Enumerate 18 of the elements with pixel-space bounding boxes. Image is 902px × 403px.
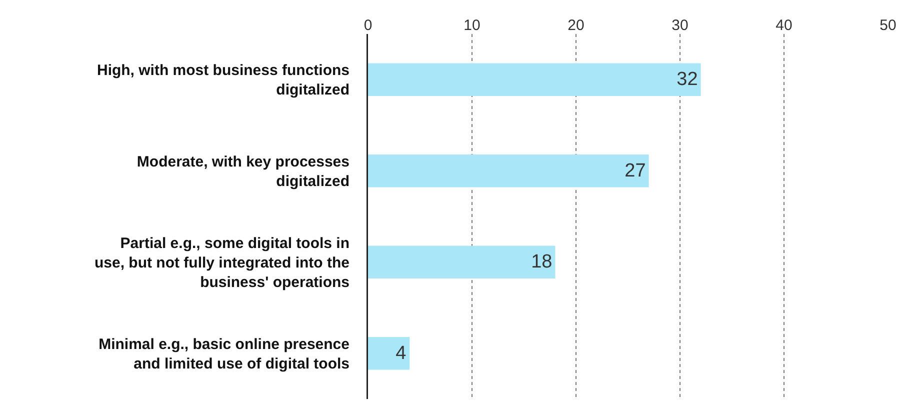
y-tick-label: High, with most business functions digitalized [96,62,350,99]
data-label: 18 [531,252,552,273]
data-label: 32 [676,69,698,90]
data-label: 4 [396,342,407,364]
y-tick-label: Partial e.g., some digital tools in use, but not fully integrated into the business' operations [94,234,350,291]
bar [368,63,701,96]
y-tick-label: Minimal e.g., basic online presence and limited use of digital tools [98,336,350,372]
bar [368,246,556,279]
bar [368,154,649,188]
x-tick-label: 10 [464,17,480,34]
x-tick-label: 20 [568,17,584,34]
bar [368,336,410,370]
x-tick-label: 30 [672,17,688,34]
x-tick-label: 0 [364,17,372,34]
x-tick-label: 40 [776,17,792,34]
data-label: 27 [624,160,646,182]
y-tick-label: Moderate, with key processes digitalized [136,153,350,190]
x-tick-label: 50 [880,17,896,34]
